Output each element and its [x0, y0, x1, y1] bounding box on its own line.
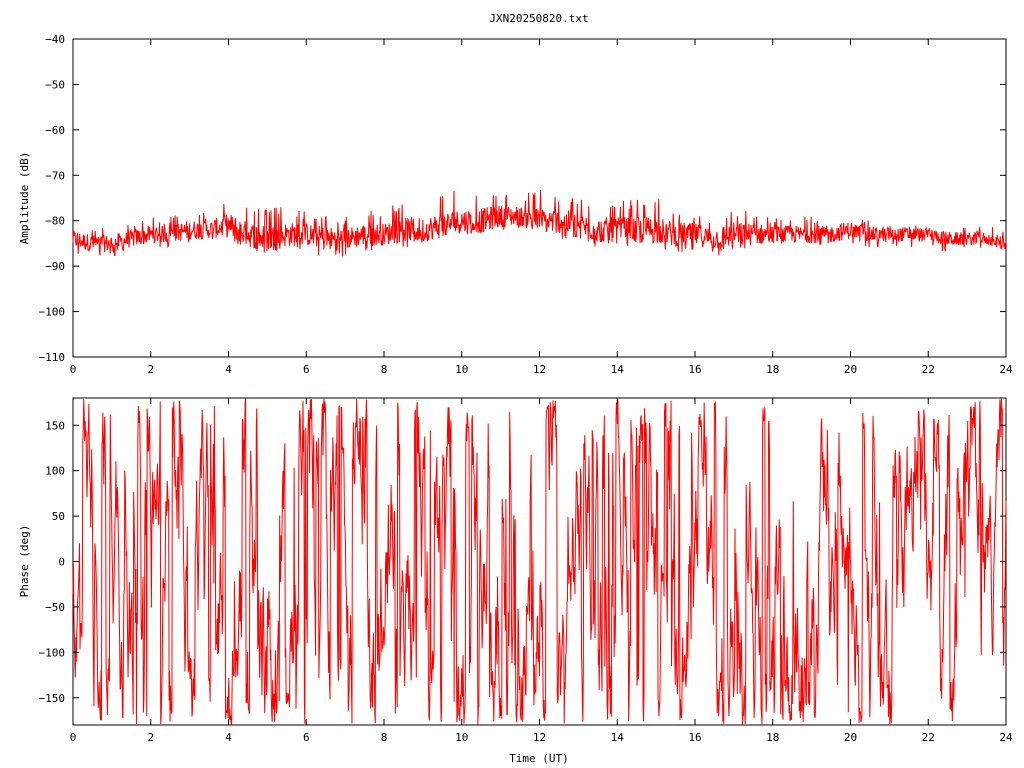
amplitude-plot-frame [72, 38, 1007, 358]
y-tick-label: −50 [45, 601, 65, 614]
y-tick-label: −110 [39, 351, 66, 364]
amplitude-y-axis-label: Amplitude (dB) [18, 152, 31, 245]
amplitude-series [72, 189, 1007, 257]
x-tick-label: 8 [381, 731, 388, 744]
x-tick-label: 0 [70, 363, 77, 376]
y-tick-label: 0 [58, 556, 65, 569]
x-tick-label: 18 [766, 731, 779, 744]
x-tick-label: 14 [611, 731, 625, 744]
x-tick-label: 10 [455, 731, 468, 744]
amplitude-axes: 0 2 4 6 8 10 12 14 16 18 20 22 24−40−50−60−70−80−90−… [39, 33, 1013, 376]
x-tick-label: 4 [225, 731, 232, 744]
x-tick-label: 12 [533, 731, 546, 744]
y-tick-label: −80 [45, 215, 65, 228]
phase-axes: 0 2 4 6 8 10 12 14 16 18 20 22 24150100500−50−100−15… [39, 398, 1013, 744]
x-tick-label: 16 [688, 363, 701, 376]
y-tick-label: −50 [45, 78, 65, 91]
y-tick-label: −150 [39, 692, 66, 705]
x-tick-label: 20 [844, 731, 857, 744]
y-tick-label: 150 [45, 419, 65, 432]
phase-x-axis-label: Time (UT) [509, 752, 569, 765]
y-tick-label: −70 [45, 169, 65, 182]
x-tick-label: 14 [611, 363, 625, 376]
x-tick-label: 0 [70, 731, 77, 744]
x-tick-label: 22 [922, 731, 935, 744]
x-tick-label: 20 [844, 363, 857, 376]
y-tick-label: 50 [52, 510, 65, 523]
x-tick-label: 8 [381, 363, 388, 376]
y-tick-label: −100 [39, 646, 66, 659]
x-tick-label: 12 [533, 363, 546, 376]
x-tick-label: 24 [999, 731, 1013, 744]
phase-panel: 0 2 4 6 8 10 12 14 16 18 20 22 24150100500−50−100−15… [18, 397, 1013, 765]
x-tick-label: 18 [766, 363, 779, 376]
x-tick-label: 2 [147, 731, 154, 744]
chart-title: JXN20250820.txt [489, 12, 588, 25]
x-tick-label: 22 [922, 363, 935, 376]
y-tick-label: 100 [45, 465, 65, 478]
amplitude-line [72, 189, 1007, 257]
y-tick-label: −40 [45, 33, 65, 46]
phase-series [72, 398, 1007, 727]
y-tick-label: −60 [45, 124, 65, 137]
phase-line [72, 398, 1007, 727]
x-tick-label: 10 [455, 363, 468, 376]
x-tick-label: 24 [999, 363, 1013, 376]
x-tick-label: 16 [688, 731, 701, 744]
x-tick-label: 6 [303, 363, 310, 376]
x-tick-label: 2 [147, 363, 154, 376]
y-tick-label: −90 [45, 260, 65, 273]
amplitude-panel: 0 2 4 6 8 10 12 14 16 18 20 22 24−40−50−60−70−80−90−… [18, 33, 1013, 376]
x-tick-label: 6 [303, 731, 310, 744]
phase-y-axis-label: Phase (deg) [18, 525, 31, 598]
y-tick-label: −100 [39, 306, 66, 319]
x-tick-label: 4 [225, 363, 232, 376]
